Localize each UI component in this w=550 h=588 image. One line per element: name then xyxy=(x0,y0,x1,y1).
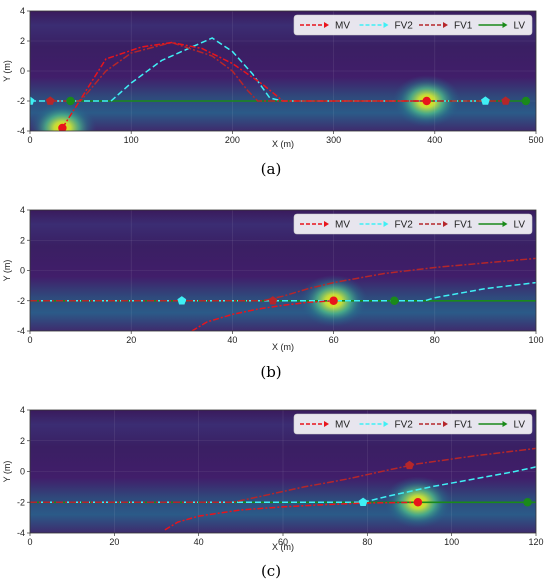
point-marker-lv xyxy=(390,296,399,305)
legend-item-fv1: FV1 xyxy=(454,21,473,32)
y-tick-label: 0 xyxy=(20,66,25,76)
legend-item-fv2: FV2 xyxy=(395,21,414,32)
legend-item-mv: MV xyxy=(335,220,350,231)
y-axis-label: Y (m) xyxy=(2,260,12,282)
legend-item-mv: MV xyxy=(335,21,350,32)
y-tick-label: -2 xyxy=(17,296,25,306)
point-marker-fv1 xyxy=(501,96,510,105)
x-tick-label: 300 xyxy=(326,135,341,145)
y-tick-label: -4 xyxy=(17,326,25,336)
legend-item-mv: MV xyxy=(335,420,350,431)
point-marker-fv2 xyxy=(30,96,35,105)
legend: MV FV2 FV1 LV xyxy=(293,413,533,435)
y-tick-label: 0 xyxy=(20,467,25,477)
legend-item-lv: LV xyxy=(514,220,526,231)
legend-item-fv2: FV2 xyxy=(395,220,414,231)
y-tick-label: -2 xyxy=(17,96,25,106)
legend: MV FV2 FV1 LV xyxy=(293,213,533,235)
x-axis-label: X (m) xyxy=(272,342,294,352)
x-tick-label: 100 xyxy=(444,537,459,547)
legend-item-fv1: FV1 xyxy=(454,420,473,431)
x-tick-label: 100 xyxy=(528,335,543,345)
point-marker-mv xyxy=(329,296,338,305)
point-marker-fv2 xyxy=(177,296,187,305)
x-tick-label: 0 xyxy=(27,335,32,345)
y-tick-label: 2 xyxy=(20,436,25,446)
legend-item-lv: LV xyxy=(514,420,526,431)
legend: MV FV2 FV1 LV xyxy=(293,14,533,36)
x-axis-label: X (m) xyxy=(272,542,294,552)
x-tick-label: 500 xyxy=(528,135,543,145)
y-tick-label: 2 xyxy=(20,36,25,46)
y-tick-label: 2 xyxy=(20,235,25,245)
series-line-fv2 xyxy=(30,37,486,102)
x-tick-label: 0 xyxy=(27,135,32,145)
x-tick-label: 400 xyxy=(427,135,442,145)
x-tick-label: 40 xyxy=(227,335,237,345)
x-tick-label: 20 xyxy=(109,537,119,547)
series-line-fv1 xyxy=(30,447,536,504)
point-marker-mv xyxy=(413,498,423,507)
x-tick-label: 80 xyxy=(362,537,372,547)
x-axis-label: X (m) xyxy=(272,139,294,149)
x-tick-label: 20 xyxy=(126,335,136,345)
y-tick-label: 0 xyxy=(20,266,25,276)
point-marker-lv xyxy=(66,96,75,106)
y-tick-label: 4 xyxy=(20,6,25,16)
series-line-mv xyxy=(61,41,427,129)
point-marker-fv1 xyxy=(405,460,414,470)
x-tick-label: 40 xyxy=(194,537,204,547)
y-tick-label: 4 xyxy=(20,205,25,215)
y-tick-label: -4 xyxy=(17,126,25,136)
x-tick-label: 0 xyxy=(27,537,32,547)
y-tick-label: -2 xyxy=(17,497,25,507)
subplot-caption: (a) xyxy=(261,160,282,178)
point-marker-fv1 xyxy=(268,296,278,305)
x-tick-label: 200 xyxy=(225,135,240,145)
point-marker-mv xyxy=(422,96,431,106)
y-axis-label: Y (m) xyxy=(2,60,12,82)
legend-item-fv2: FV2 xyxy=(395,420,414,431)
series-line-mv xyxy=(191,300,334,331)
x-tick-label: 60 xyxy=(329,335,339,345)
subplot-caption: (c) xyxy=(261,562,281,580)
point-marker-lv xyxy=(523,498,532,507)
point-marker-fv2 xyxy=(481,96,490,105)
subplot-2: 0 20 40 60 80 100 -4 -2 0 2 4 X (m) Y (m) MV FV2 FV1 LV (… xyxy=(2,205,544,381)
x-tick-label: 60 xyxy=(278,537,288,547)
y-tick-label: -4 xyxy=(17,528,25,538)
x-tick-label: 80 xyxy=(430,335,440,345)
series-line-mv xyxy=(164,501,418,531)
subplot-1: 0 100 200 300 400 500 -4 -2 0 2 4 X (m) Y (m) MV FV2 FV… xyxy=(2,6,544,178)
point-marker-fv1 xyxy=(45,96,55,105)
point-marker-lv xyxy=(521,96,531,106)
y-axis-label: Y (m) xyxy=(2,461,12,483)
x-tick-label: 120 xyxy=(528,537,543,547)
heatmap-peak xyxy=(30,102,97,131)
legend-item-lv: LV xyxy=(514,21,526,32)
point-marker-mv xyxy=(58,123,67,131)
subplot-3: 0 20 40 60 80 100 120 -4 -2 0 2 4 X (m) Y (m) MV FV2 FV1… xyxy=(2,405,544,580)
legend-item-fv1: FV1 xyxy=(454,220,473,231)
point-marker-fv2 xyxy=(358,497,368,506)
y-tick-label: 4 xyxy=(20,405,25,415)
x-tick-label: 100 xyxy=(124,135,139,145)
subplot-caption: (b) xyxy=(260,363,281,381)
